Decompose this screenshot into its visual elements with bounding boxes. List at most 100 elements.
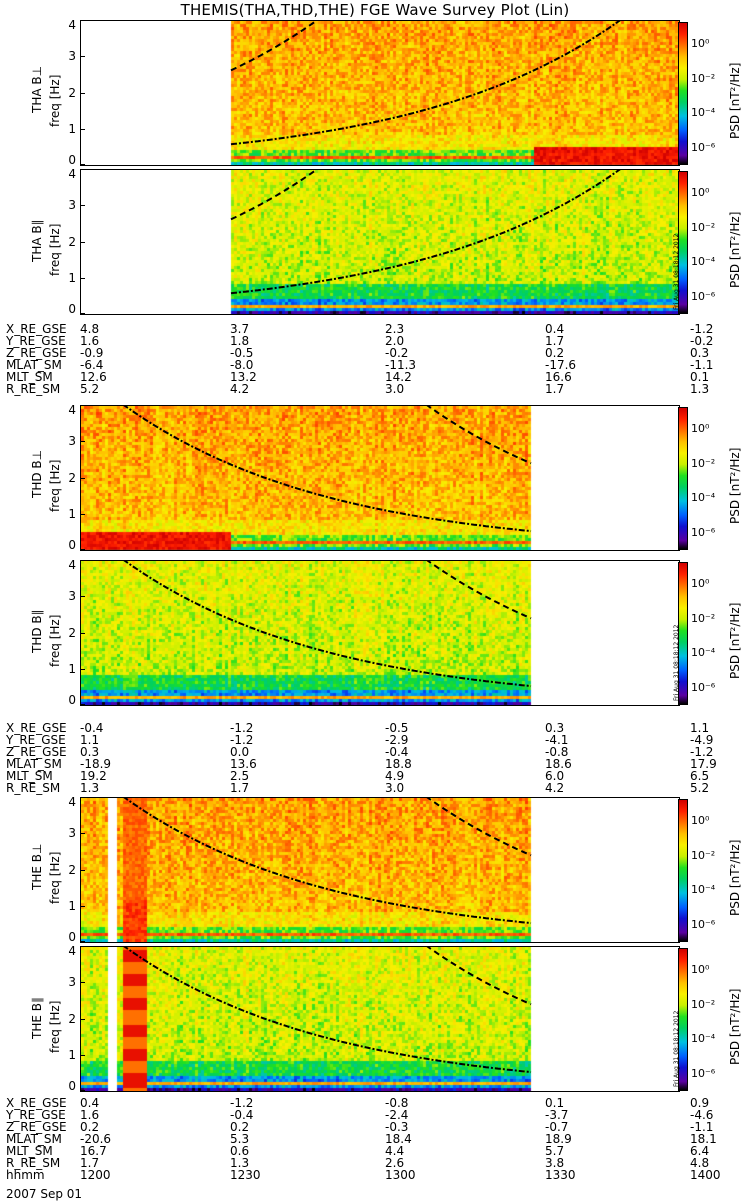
ephemeris-row-name: hhmm [6,1168,45,1182]
y-tick-label: 3 [68,49,76,64]
ephemeris-value: 1330 [545,1168,576,1182]
ephemeris-value: 4.2 [230,382,250,396]
ephemeris-row-name: Z_RE_GSE [6,745,67,759]
ephemeris-value: 6.4 [690,1144,710,1158]
ephemeris-value: 1.6 [80,334,100,348]
ephemeris-value: 4.4 [385,1144,405,1158]
ephemeris-value: -0.5 [230,346,254,360]
spectrogram-image [81,798,679,942]
colorbar-tick-label: 10⁰ [691,963,710,977]
y-tick [80,1090,85,1091]
ephemeris-row: Z_RE_GSE -0.9 -0.5 -0.2 0.2 0.3 [6,347,736,359]
ephemeris-row-name: R_RE_SM [6,382,61,396]
y-tick-label: 3 [68,975,76,990]
y-tick [80,946,85,947]
y-tick-label: 2 [68,625,76,640]
ephemeris-value: -0.2 [690,334,714,348]
colorbar-tick-label: 10⁻⁶ [691,1066,716,1080]
ephemeris-value: 1.1 [690,721,710,735]
ephemeris-row-name: MLAT_SM [6,757,62,771]
y-tick [80,1054,85,1056]
ephemeris-row: R_RE_SM 1.3 1.7 3.0 4.2 5.2 [6,782,736,794]
ephemeris-value: 2.5 [230,769,250,783]
ephemeris-value: 0.3 [690,346,710,360]
ephemeris-value: 1300 [385,1168,416,1182]
ephemeris-row: Z_RE_GSE 0.2 0.2 -0.3 -0.7 -1.1 [6,1121,736,1133]
ephemeris-value: -20.6 [80,1132,112,1146]
y-tick [80,905,85,907]
y-tick [80,1018,85,1020]
y-tick-label: 4 [68,558,76,572]
ephemeris-value: -1.2 [690,745,714,759]
spectrogram-panel-2 [80,169,680,315]
ephemeris-value: 1.6 [80,1108,100,1122]
spectrogram-panel-1 [80,20,680,166]
ephemeris-value: 3.0 [385,781,405,795]
colorbar-tick-label: 10⁻² [691,71,716,85]
ephemeris-value: 0.1 [545,1096,565,1110]
date-label: 2007 Sep 01 [6,1187,83,1201]
colorbar-tick-label: 10⁻⁴ [691,1032,716,1046]
ephemeris-value: 6.0 [545,769,565,783]
fch-curve [426,406,532,465]
spectrogram-panel-5 [80,797,680,943]
ephemeris-row-name: Z_RE_GSE [6,1120,67,1134]
y-tick-label: 3 [68,826,76,841]
ephemeris-value: 18.1 [690,1132,717,1146]
y-tick [80,169,85,170]
ephemeris-value: -2.9 [385,733,409,747]
spectrogram-image [81,561,679,705]
fce-curve [230,170,621,295]
y-tick [80,56,85,58]
gyrofrequency-curves [123,561,532,688]
colorbar [678,948,688,1091]
ephemeris-value: 0.0 [230,745,250,759]
ephemeris-value: 2.0 [385,334,405,348]
spectrogram-image [81,21,679,165]
y-axis-label: freq [Hz] [48,851,62,904]
y-tick-label: 1 [68,270,76,285]
ephemeris-value: 12.6 [80,370,107,384]
ephemeris-value: 1.3 [80,781,100,795]
ephemeris-row: R_RE_SM 5.2 4.2 3.0 1.7 1.3 [6,383,736,395]
ephemeris-value: 5.2 [80,382,100,396]
colorbar [678,407,688,550]
ephemeris-value: 2.3 [385,322,405,336]
y-tick [80,549,85,550]
panel-label: THE B∥ [30,996,44,1039]
fch-curve [426,561,532,620]
ephemeris-value: 13.2 [230,370,257,384]
ephemeris-row-name: Y_RE_GSE [6,334,66,348]
ephemeris-value: -4.9 [690,733,714,747]
ephemeris-value: 0.2 [230,1120,250,1134]
y-tick-label: 4 [68,795,76,809]
ephemeris-value: 18.8 [385,757,412,771]
y-axis-label: freq [Hz] [48,74,62,127]
fce-curve [123,947,532,1074]
ephemeris-row: Z_RE_GSE 0.3 0.0 -0.4 -0.8 -1.2 [6,746,736,758]
ephemeris-value: 0.4 [545,322,565,336]
ephemeris-row: X_RE_GSE -0.4 -1.2 -0.5 0.3 1.1 [6,722,736,734]
ephemeris-value: 0.3 [80,745,100,759]
y-tick [80,128,85,130]
plot-title: THEMIS(THA,THD,THE) FGE Wave Survey Plot… [180,1,570,19]
colorbar-tick-label: 10⁰ [691,577,710,591]
ephemeris-value: -0.4 [80,721,104,735]
y-tick [80,20,85,21]
gyrofrequency-curves [230,170,621,295]
y-axis-label: freq [Hz] [48,223,62,276]
fch-curve [230,170,318,221]
ephemeris-value: -0.8 [545,745,569,759]
colorbar-tick-label: 10⁻² [691,611,716,625]
colorbar-tick-label: 10⁻⁴ [691,106,716,120]
ephemeris-row-name: MLT_SM [6,370,53,384]
gyrofrequency-curves [123,947,532,1074]
ephemeris-value: -1.2 [690,322,714,336]
ephemeris-row: MLAT_SM -20.6 5.3 18.4 18.9 18.1 [6,1133,736,1145]
ephemeris-value: 1.3 [690,382,710,396]
ephemeris-value: 17.9 [690,757,717,771]
colorbar-label: PSD [nT²/Hz] [728,839,742,916]
ephemeris-value: 16.7 [80,1144,107,1158]
ephemeris-row-name: Y_RE_GSE [6,733,66,747]
y-tick-label: 0 [68,693,76,707]
